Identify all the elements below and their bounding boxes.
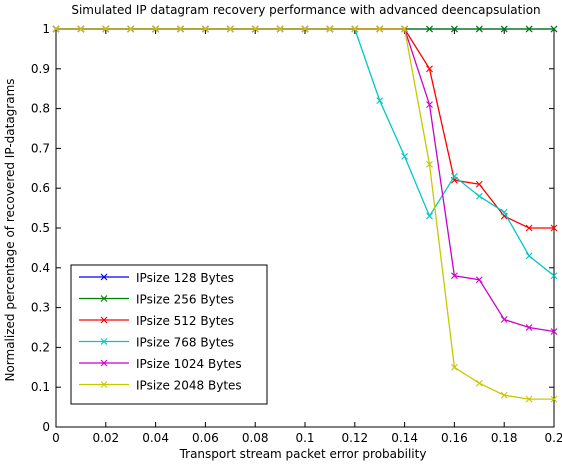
x-tick-label: 0 <box>52 431 60 445</box>
y-tick-label: 0.7 <box>31 141 50 155</box>
x-tick-label: 0.12 <box>341 431 368 445</box>
legend-label: IPsize 128 Bytes <box>136 271 234 285</box>
y-tick-label: 0.2 <box>31 340 50 354</box>
x-axis-label: Transport stream packet error probabilit… <box>179 447 427 461</box>
legend-swatch-marker <box>100 381 108 388</box>
data-point-marker <box>475 192 483 200</box>
legend-label: IPsize 1024 Bytes <box>136 357 242 371</box>
data-point-marker <box>500 391 508 399</box>
x-tick-label: 0.04 <box>142 431 169 445</box>
y-tick-label: 0.8 <box>31 102 50 116</box>
data-point-marker <box>550 25 558 33</box>
legend-label: IPsize 768 Bytes <box>136 336 234 350</box>
data-point-marker <box>127 25 135 33</box>
data-point-marker <box>525 252 533 260</box>
data-point-marker <box>426 65 433 73</box>
data-point-marker <box>525 324 533 331</box>
y-tick-label: 0.9 <box>31 62 50 76</box>
data-point-marker <box>475 180 483 188</box>
data-point-marker <box>426 160 433 168</box>
x-tick-label: 0.18 <box>491 431 518 445</box>
data-point-marker <box>550 395 558 403</box>
data-point-marker <box>351 25 359 33</box>
y-tick-label: 0.6 <box>31 181 50 195</box>
x-tick-label: 0.08 <box>242 431 269 445</box>
x-tick-label: 0.2 <box>544 431 562 445</box>
data-point-marker <box>251 25 259 33</box>
data-point-marker <box>326 25 334 33</box>
y-axis-label: Normalized percentage of recovered IP-da… <box>3 78 17 381</box>
y-tick-label: 0.1 <box>31 380 50 394</box>
data-point-marker <box>77 25 85 33</box>
data-point-marker <box>177 25 184 33</box>
legend-swatch-marker <box>100 295 108 302</box>
data-point-marker <box>550 328 558 335</box>
data-point-marker <box>550 224 558 232</box>
data-point-marker <box>451 272 458 280</box>
legend-box <box>70 264 268 405</box>
data-point-marker <box>451 363 458 371</box>
data-point-marker <box>475 379 483 387</box>
data-point-marker <box>401 152 408 160</box>
chart-title: Simulated IP datagram recovery performan… <box>71 3 540 17</box>
data-point-marker <box>550 272 558 280</box>
data-point-marker <box>500 25 508 33</box>
data-point-marker <box>102 25 110 33</box>
y-tick-label: 0 <box>42 420 50 434</box>
data-point-marker <box>525 25 533 33</box>
legend: IPsize 128 Bytes IPsize 256 Bytes IPsize 5… <box>70 264 268 405</box>
data-point-marker <box>202 25 209 33</box>
data-point-marker <box>376 25 384 33</box>
data-point-marker <box>475 25 483 33</box>
legend-swatch-marker <box>100 273 108 281</box>
legend-swatch-marker <box>100 359 108 367</box>
data-point-marker <box>276 25 284 33</box>
data-point-marker <box>451 172 458 180</box>
data-point-marker <box>52 25 60 33</box>
x-tick-label: 0.14 <box>391 431 418 445</box>
x-tick-label: 0.02 <box>92 431 119 445</box>
data-point-marker <box>500 316 508 323</box>
data-point-marker <box>376 97 384 105</box>
legend-label: IPsize 512 Bytes <box>136 314 234 328</box>
y-tick-label: 0.3 <box>31 301 50 315</box>
y-tick-label: 1 <box>42 22 50 36</box>
data-point-marker <box>226 25 234 33</box>
y-tick-label: 0.5 <box>31 221 50 235</box>
data-point-marker <box>426 101 433 109</box>
x-tick-label: 0.06 <box>192 431 219 445</box>
x-tick-label: 0.1 <box>295 431 314 445</box>
legend-swatch-marker <box>100 316 108 324</box>
y-tick-label: 0.4 <box>31 261 50 275</box>
legend-label: IPsize 256 Bytes <box>136 293 234 307</box>
data-point-marker <box>475 276 483 284</box>
data-point-marker <box>525 395 533 403</box>
data-point-marker <box>426 25 433 33</box>
x-tick-label: 0.16 <box>441 431 468 445</box>
legend-swatch-marker <box>100 338 108 345</box>
legend-label: IPsize 2048 Bytes <box>136 379 242 393</box>
data-point-marker <box>401 25 408 33</box>
data-point-marker <box>426 212 433 220</box>
data-point-marker <box>500 208 508 216</box>
data-point-marker <box>525 224 533 232</box>
data-point-marker <box>301 25 309 33</box>
data-point-marker <box>451 25 458 33</box>
data-point-marker <box>152 25 159 33</box>
